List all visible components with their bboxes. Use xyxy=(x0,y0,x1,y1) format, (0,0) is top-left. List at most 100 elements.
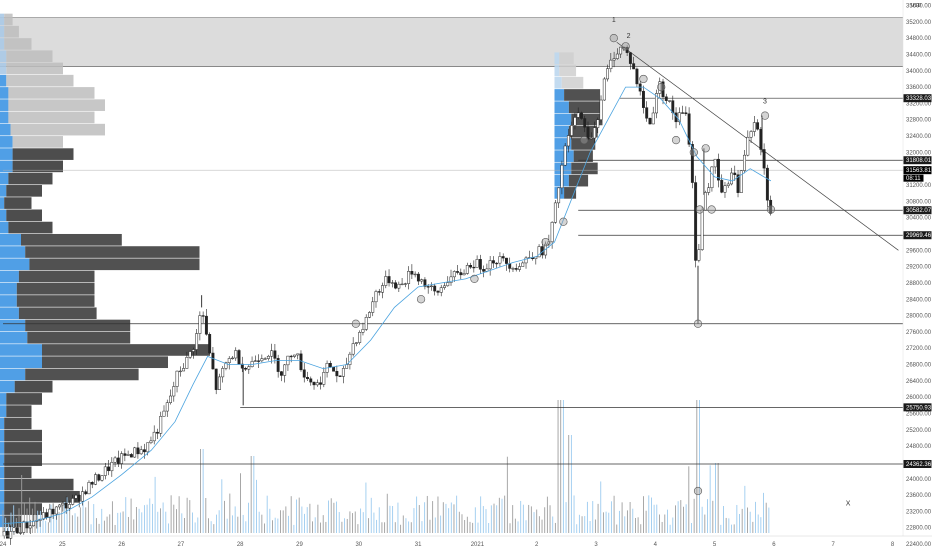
candle-body xyxy=(439,287,443,293)
volume-profile-up-bar xyxy=(0,209,7,222)
volume-profile-down-bar xyxy=(8,172,53,185)
candle-body xyxy=(374,291,378,303)
volume-profile-up-bar xyxy=(0,307,19,320)
candle-body xyxy=(429,285,433,288)
price-tag xyxy=(903,206,932,215)
candle-body xyxy=(289,355,293,358)
candle-body xyxy=(397,283,401,289)
price-tick-label: 32000.00 xyxy=(906,150,932,156)
candle-body xyxy=(387,276,391,284)
candle-body xyxy=(593,127,596,139)
candle-body xyxy=(641,90,645,108)
candle-body xyxy=(609,59,613,69)
candle-body xyxy=(730,172,733,185)
volume-profile-up-bar xyxy=(0,136,13,148)
candle-body xyxy=(677,112,681,123)
resistance-zone-layer xyxy=(0,17,903,67)
session-profile-up-bar xyxy=(554,113,572,126)
volume-profile-up-bar xyxy=(0,393,7,405)
candle-body xyxy=(501,256,505,259)
candle-body xyxy=(9,531,13,539)
candle-body xyxy=(208,334,212,354)
candle-body xyxy=(664,96,668,101)
candle-body xyxy=(560,164,564,189)
candle-body xyxy=(524,257,528,264)
time-tick-label: 30 xyxy=(355,542,362,548)
candle-body xyxy=(74,494,78,499)
candle-body xyxy=(77,494,81,502)
volume-profile-up-bar xyxy=(0,417,5,430)
candle-body xyxy=(384,276,388,286)
candle-body xyxy=(645,107,649,119)
candle-body xyxy=(15,527,19,534)
volume-profile-down-bar xyxy=(4,25,19,38)
price-tag xyxy=(903,403,932,412)
wave-labels: 1 2 3 X xyxy=(612,17,851,507)
volume-profile-down-bar xyxy=(8,87,95,99)
volume-profile-down-bar xyxy=(25,368,139,381)
volume-profile-up-bar xyxy=(0,380,15,393)
time-tick-label: 2021 xyxy=(471,542,485,548)
candle-body xyxy=(338,375,342,377)
candle-body xyxy=(348,353,352,365)
moving-average-layer xyxy=(2,86,772,525)
circled-point xyxy=(416,295,426,304)
candle-body xyxy=(433,285,437,292)
candle-body xyxy=(257,360,261,362)
candle-body xyxy=(456,271,459,273)
candle-body xyxy=(54,506,58,515)
volume-profile-down-bar xyxy=(29,258,200,271)
circled-point xyxy=(693,319,703,328)
trendline xyxy=(616,41,899,251)
candle-body xyxy=(580,112,583,119)
candle-body xyxy=(227,358,231,363)
candle-body xyxy=(423,279,427,287)
volume-profile-up-bar xyxy=(0,405,7,417)
candle-body xyxy=(165,402,169,412)
wave-label: X xyxy=(846,500,851,507)
candle-body xyxy=(279,371,283,376)
candle-body xyxy=(619,46,623,55)
candle-body xyxy=(237,350,241,365)
candle-body xyxy=(482,269,486,272)
volume-profile-down-bar xyxy=(27,331,131,344)
candle-body xyxy=(253,360,257,362)
candle-body xyxy=(90,482,94,485)
candle-body xyxy=(296,353,300,356)
candle-body xyxy=(655,93,658,114)
volume-profile-down-bar xyxy=(8,99,105,111)
candle-body xyxy=(71,498,75,505)
volume-profile-up-bar xyxy=(0,62,7,75)
price-tick-label: 25600.00 xyxy=(906,412,932,418)
candle-body xyxy=(175,370,179,387)
circled-point xyxy=(559,217,568,226)
candle-body xyxy=(498,256,502,264)
candle-body xyxy=(475,259,479,268)
circled-point xyxy=(766,205,776,214)
candle-body xyxy=(596,119,600,128)
candle-body xyxy=(263,358,267,360)
price-tag-label: 30582.07 xyxy=(906,208,932,214)
volume-profile-down-bar xyxy=(4,466,32,479)
time-tick-label: 27 xyxy=(178,542,185,548)
candle-body xyxy=(756,122,760,130)
volume-profile-up-bar xyxy=(0,197,5,209)
moving-average-line xyxy=(2,86,772,525)
candle-body xyxy=(25,521,29,529)
candle-body xyxy=(720,179,724,193)
time-axis[interactable]: 24 25 26 27 28 29 30 31 2021 2 3 4 5 6 7 8 xyxy=(0,542,895,548)
candle-body xyxy=(668,100,671,102)
candle-body xyxy=(299,353,303,371)
candle-body xyxy=(446,282,450,287)
candle-body xyxy=(178,370,182,373)
volume-profile-down-bar xyxy=(21,233,122,246)
candle-body xyxy=(400,283,404,286)
candle-body xyxy=(172,386,176,397)
volume-profile-down-bar xyxy=(16,282,95,295)
candle-body xyxy=(589,137,593,140)
price-tag-label: 25750.93 xyxy=(906,405,932,411)
candle-body xyxy=(651,112,655,125)
candle-body xyxy=(159,416,163,434)
candle-body xyxy=(133,447,137,458)
